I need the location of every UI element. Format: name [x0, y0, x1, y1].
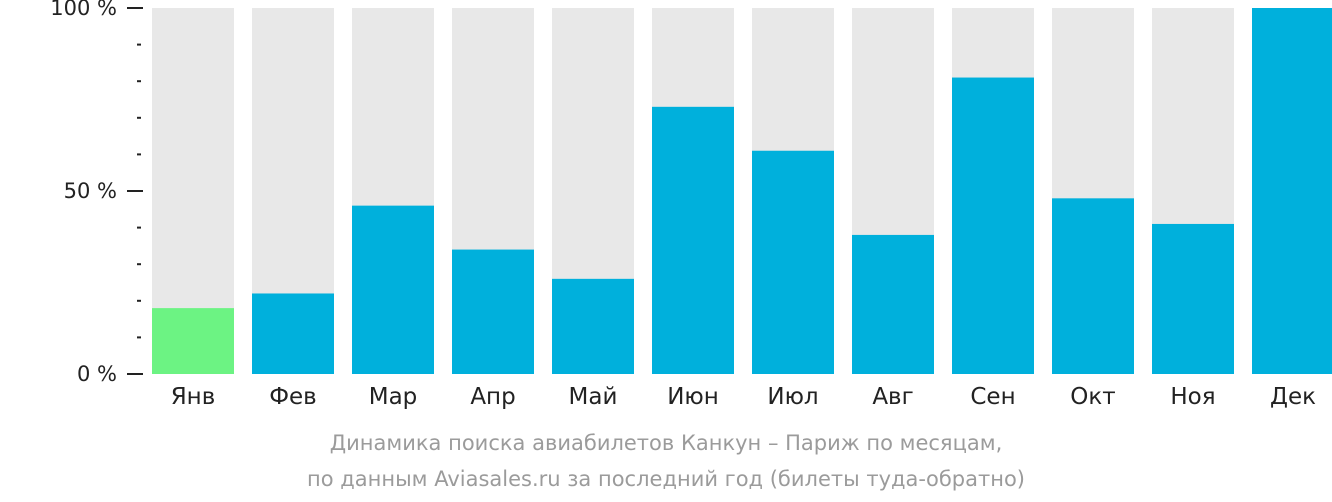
bar: [452, 249, 534, 374]
x-tick-label: Авг: [872, 384, 913, 410]
x-tick-label: Сен: [970, 384, 1015, 410]
x-tick-label: Ноя: [1170, 384, 1215, 410]
bar: [352, 205, 434, 374]
x-tick-label: Фев: [269, 384, 317, 410]
bar: [152, 308, 234, 374]
x-tick-label: Окт: [1070, 384, 1115, 410]
bar: [952, 77, 1034, 374]
x-tick-label: Мар: [369, 384, 418, 410]
bar: [652, 106, 734, 374]
x-tick-label: Май: [569, 384, 618, 410]
y-tick-label: 50 %: [64, 179, 117, 203]
bar: [252, 293, 334, 374]
bar: [1252, 8, 1332, 374]
x-tick-label: Янв: [171, 384, 216, 410]
x-tick-label: Июн: [667, 384, 719, 410]
bar: [852, 234, 934, 374]
bar: [752, 150, 834, 374]
y-tick-label: 0 %: [77, 362, 117, 386]
x-tick-label: Апр: [470, 384, 515, 410]
x-tick-label: Дек: [1270, 384, 1316, 410]
x-tick-label: Июл: [767, 384, 818, 410]
bar: [552, 278, 634, 374]
bar: [1052, 198, 1134, 374]
chart-caption-line-2: по данным Aviasales.ru за последний год …: [307, 467, 1025, 491]
y-tick-label: 100 %: [50, 0, 117, 20]
chart-caption-line-1: Динамика поиска авиабилетов Канкун – Пар…: [329, 431, 1003, 455]
bar: [1152, 223, 1234, 374]
